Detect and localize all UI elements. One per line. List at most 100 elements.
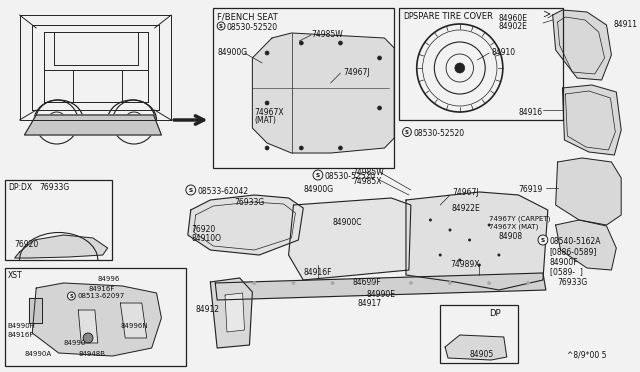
Text: SPARE TIRE COVER: SPARE TIRE COVER	[413, 12, 493, 21]
Text: 84990A: 84990A	[24, 351, 52, 357]
Circle shape	[300, 146, 303, 150]
Polygon shape	[289, 198, 411, 280]
Text: 76919: 76919	[518, 185, 543, 194]
Text: 84990E: 84990E	[367, 290, 396, 299]
Text: 84996: 84996	[98, 276, 120, 282]
Circle shape	[339, 146, 342, 150]
Text: 84910O: 84910O	[192, 234, 221, 243]
Text: S: S	[541, 237, 545, 243]
Text: XST: XST	[8, 271, 22, 280]
Polygon shape	[556, 158, 621, 225]
Polygon shape	[252, 33, 394, 153]
Text: 84910: 84910	[491, 48, 515, 57]
Text: 08533-62042: 08533-62042	[198, 187, 249, 196]
Text: 08530-52520: 08530-52520	[324, 172, 376, 181]
Bar	[213, 8, 394, 168]
Text: DP: DP	[403, 12, 413, 21]
Text: 84990: 84990	[63, 340, 86, 346]
Circle shape	[468, 238, 471, 241]
Text: S: S	[405, 129, 409, 135]
Text: DP:DX: DP:DX	[8, 183, 32, 192]
Polygon shape	[563, 85, 621, 155]
Text: 74967Y (CARPET): 74967Y (CARPET)	[489, 215, 550, 221]
Circle shape	[265, 51, 269, 55]
Text: 84902E: 84902E	[499, 22, 528, 31]
Circle shape	[497, 253, 500, 257]
Text: 74967X: 74967X	[254, 108, 284, 117]
Text: ^8/9*00 5: ^8/9*00 5	[568, 351, 607, 360]
Text: 74985W: 74985W	[311, 30, 343, 39]
Polygon shape	[120, 303, 147, 338]
Circle shape	[265, 101, 269, 105]
Circle shape	[403, 128, 412, 137]
Text: [0886-0589]: [0886-0589]	[550, 247, 597, 256]
Polygon shape	[406, 192, 548, 290]
Text: 84699F: 84699F	[352, 278, 381, 287]
Bar	[5, 268, 186, 366]
Text: 74967J: 74967J	[452, 188, 479, 197]
Circle shape	[370, 281, 374, 285]
Circle shape	[448, 281, 452, 285]
Circle shape	[488, 224, 491, 227]
Text: 74989X: 74989X	[450, 260, 479, 269]
Text: 84916F: 84916F	[88, 286, 115, 292]
Circle shape	[252, 281, 256, 285]
Polygon shape	[188, 195, 303, 255]
Text: 84900G: 84900G	[217, 48, 247, 57]
Polygon shape	[225, 293, 244, 332]
Text: 74967J: 74967J	[344, 68, 370, 77]
Text: 84917: 84917	[357, 299, 381, 308]
Polygon shape	[215, 273, 546, 300]
Circle shape	[331, 281, 335, 285]
Circle shape	[538, 235, 548, 245]
Text: 08513-62097: 08513-62097	[77, 293, 125, 299]
Polygon shape	[15, 235, 108, 258]
Text: S: S	[70, 294, 74, 298]
Text: 76933G: 76933G	[235, 198, 265, 207]
Text: 76933G: 76933G	[39, 183, 69, 192]
Circle shape	[313, 170, 323, 180]
Text: 84908: 84908	[499, 232, 523, 241]
Circle shape	[487, 281, 491, 285]
Circle shape	[300, 41, 303, 45]
Bar	[440, 305, 518, 363]
Text: [0589-  ]: [0589- ]	[550, 267, 582, 276]
Polygon shape	[78, 310, 98, 343]
Bar	[399, 8, 563, 120]
Text: 84905: 84905	[470, 350, 494, 359]
Text: (MAT): (MAT)	[254, 116, 276, 125]
Circle shape	[429, 218, 432, 221]
Text: 08540-5162A: 08540-5162A	[550, 237, 601, 246]
Text: S: S	[219, 23, 223, 29]
Text: 84996N: 84996N	[120, 323, 148, 329]
Text: 74985X: 74985X	[352, 177, 381, 186]
Text: F/BENCH SEAT: F/BENCH SEAT	[217, 12, 278, 21]
Circle shape	[455, 63, 465, 73]
Circle shape	[217, 22, 225, 30]
Text: 84911: 84911	[613, 20, 637, 29]
Polygon shape	[445, 335, 507, 360]
Text: 74985W: 74985W	[352, 168, 384, 177]
Text: 84900F: 84900F	[550, 258, 579, 267]
Text: 08530-52520: 08530-52520	[414, 129, 465, 138]
Circle shape	[83, 333, 93, 343]
Polygon shape	[553, 10, 611, 80]
Text: 84916F: 84916F	[303, 268, 332, 277]
Text: 84900C: 84900C	[333, 218, 362, 227]
Bar	[5, 180, 113, 260]
Circle shape	[186, 185, 196, 195]
Text: 84900G: 84900G	[303, 185, 333, 194]
Text: B4990H: B4990H	[8, 323, 36, 329]
Polygon shape	[211, 278, 252, 348]
Polygon shape	[32, 283, 161, 356]
Text: 76933G: 76933G	[557, 278, 588, 287]
Text: 84948B: 84948B	[78, 351, 105, 357]
Circle shape	[478, 263, 481, 266]
Text: S: S	[189, 187, 193, 192]
Text: 76920: 76920	[192, 225, 216, 234]
Text: DP: DP	[489, 309, 500, 318]
Text: 84916F: 84916F	[8, 332, 34, 338]
Circle shape	[378, 56, 381, 60]
Circle shape	[458, 259, 461, 262]
Circle shape	[439, 253, 442, 257]
